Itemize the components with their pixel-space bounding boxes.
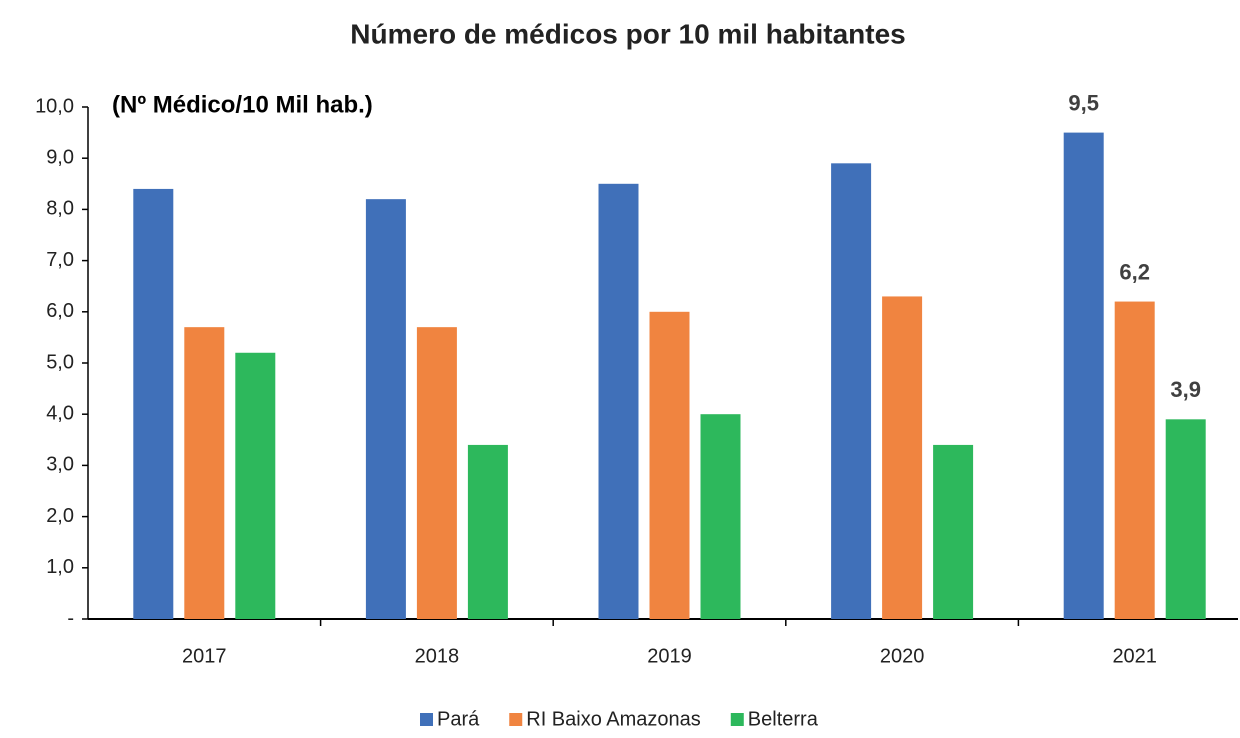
y-tick-label: 10,0 [35, 95, 74, 117]
unit-annotation: (Nº Médico/10 Mil hab.) [112, 91, 373, 118]
y-tick-label: 9,0 [46, 146, 74, 168]
x-tick-label: 2019 [647, 645, 692, 667]
y-tick-label: 8,0 [46, 198, 74, 220]
legend-swatch [730, 713, 744, 726]
data-label: 6,2 [1119, 259, 1150, 284]
y-tick-label: 6,0 [46, 300, 74, 322]
x-tick-label: 2021 [1112, 645, 1157, 667]
x-tick-label: 2017 [182, 645, 227, 667]
x-tick-label: 2018 [415, 645, 460, 667]
bar [700, 414, 741, 619]
bar [416, 327, 457, 619]
legend-label: RI Baixo Amazonas [526, 708, 701, 730]
bar [235, 352, 276, 619]
bar [133, 188, 174, 620]
bar [1063, 132, 1104, 619]
y-tick-label: 7,0 [46, 249, 74, 271]
legend-swatch [509, 713, 523, 726]
bar [831, 163, 872, 619]
legend-swatch [420, 713, 433, 726]
legend-label: Pará [437, 708, 480, 730]
bar [933, 444, 974, 619]
bar [365, 199, 406, 619]
y-tick-label: - [67, 607, 74, 629]
y-tick-label: 5,0 [46, 351, 74, 373]
y-tick-label: 3,0 [46, 454, 74, 476]
bar [467, 444, 508, 619]
legend-label: Belterra [748, 708, 819, 730]
y-tick-label: 1,0 [46, 556, 74, 578]
bar [184, 327, 225, 619]
bar [1165, 419, 1206, 619]
data-label: 3,9 [1170, 377, 1201, 402]
bar [649, 311, 690, 619]
bar [1114, 301, 1155, 619]
y-tick-label: 4,0 [46, 402, 74, 424]
data-label: 9,5 [1068, 90, 1099, 115]
bar [882, 296, 923, 619]
chart-title: Número de médicos por 10 mil habitantes [350, 18, 905, 49]
y-tick-label: 2,0 [46, 505, 74, 527]
bar [598, 183, 639, 620]
x-tick-label: 2020 [880, 645, 925, 667]
